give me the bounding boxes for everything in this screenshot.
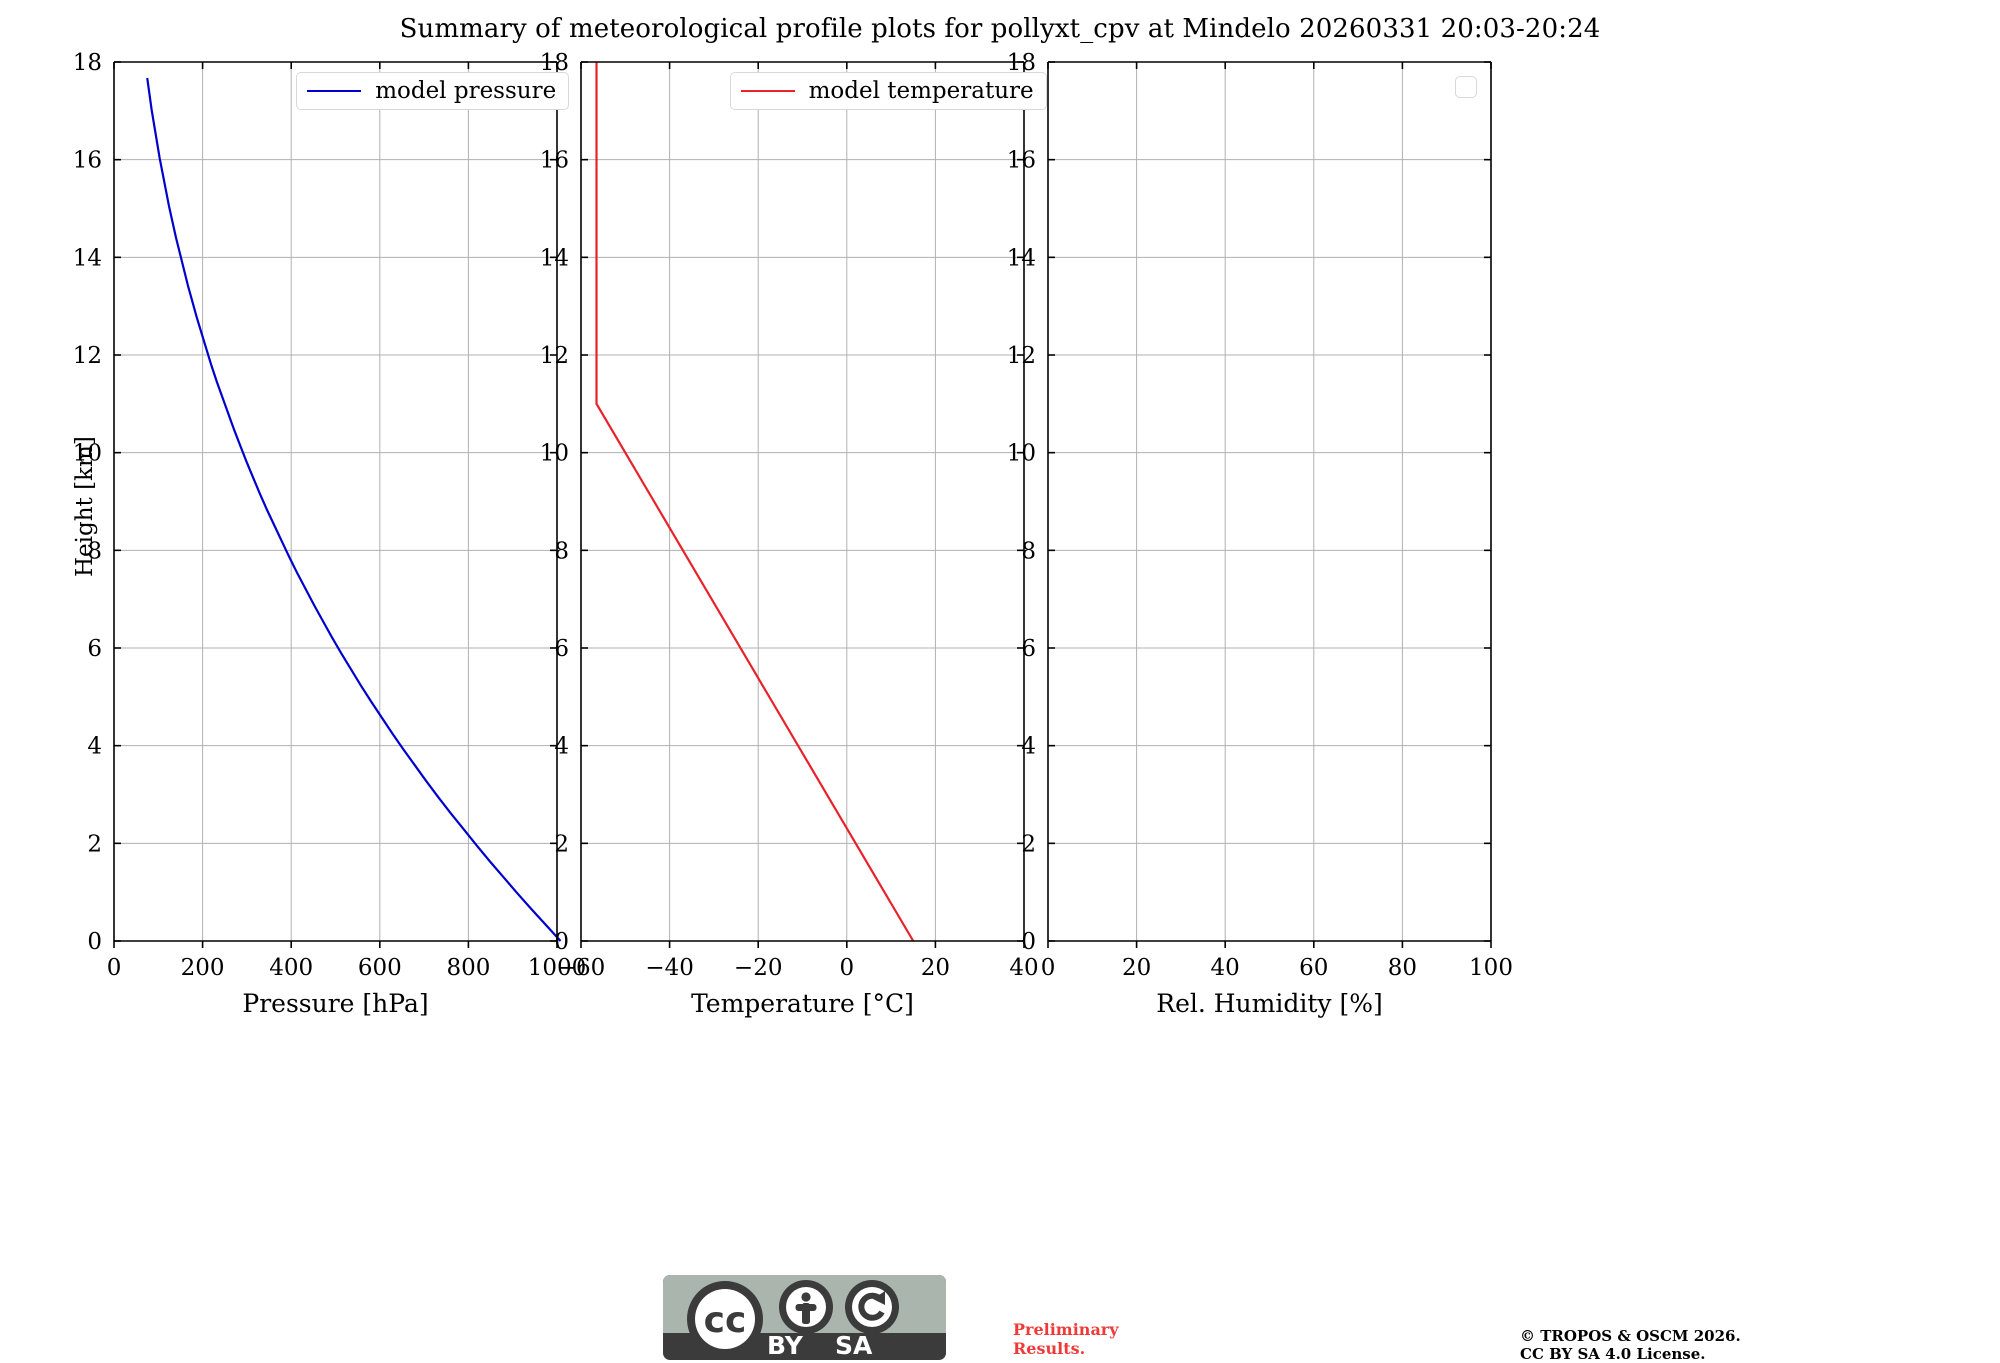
legend-label: model pressure [375,78,557,104]
y-tick-label: 18 [73,50,102,76]
y-tick-label: 16 [540,148,569,174]
cc-by-label: BY [767,1331,803,1360]
cc-badge-icons: cc [687,1280,899,1357]
y-tick-label: 12 [73,343,102,369]
y-tick-label: 8 [554,538,569,564]
y-tick-label: 2 [554,831,569,857]
x-tick-label: 40 [1211,955,1240,981]
y-tick-label: 2 [1021,831,1036,857]
x-tick-label: 600 [358,955,402,981]
y-tick-label: 0 [554,929,569,955]
y-tick-label: 4 [554,734,569,760]
y-tick-label: 6 [1021,636,1036,662]
x-tick-label: 400 [269,955,313,981]
y-tick-label: 12 [1007,343,1036,369]
x-tick-label: 20 [1122,955,1151,981]
x-tick-label: 200 [181,955,225,981]
x-tick-label: 800 [446,955,490,981]
y-tick-label: 16 [73,148,102,174]
legend-pressure[interactable]: model pressure [296,72,570,110]
cc-text-icon: cc [704,1300,747,1341]
x-tick-label: 0 [839,955,854,981]
preliminary-line-2: Results. [1013,1339,1086,1358]
y-tick-label: 0 [1021,929,1036,955]
cc-badge-labels: BY SA [663,1331,946,1360]
legend-label: model temperature [808,78,1034,104]
cc-license-badge: cc BY SA [663,1275,946,1360]
legend-line-swatch [740,90,795,92]
y-tick-label: 10 [73,441,102,467]
x-tick-label: 20 [921,955,950,981]
y-tick-label: 18 [1007,50,1036,76]
cc-sa-label: SA [835,1331,873,1360]
x-tick-label: −40 [645,955,694,981]
y-tick-label: 6 [554,636,569,662]
x-tick-label: −20 [734,955,783,981]
legend-empty-humidity[interactable] [1455,76,1477,98]
series-line-model-pressure [146,77,562,942]
x-axis-label-temperature: Temperature [°C] [691,989,914,1018]
series-line-model-temperature [595,62,915,942]
legend-line-swatch [307,90,362,92]
x-axis-label-humidity: Rel. Humidity [%] [1156,989,1383,1018]
preliminary-line-1: Preliminary [1013,1320,1119,1339]
x-axis-label-pressure: Pressure [hPa] [242,989,429,1018]
y-tick-label: 2 [87,831,102,857]
copyright-note: © TROPOS & OSCM 2026. CC BY SA 4.0 Licen… [1520,1327,1741,1363]
y-tick-label: 14 [1007,245,1036,271]
y-tick-label: 8 [87,538,102,564]
x-tick-label: 40 [1009,955,1038,981]
y-tick-label: 18 [540,50,569,76]
y-tick-label: 10 [1007,441,1036,467]
x-tick-label: 60 [1299,955,1328,981]
y-tick-label: 16 [1007,148,1036,174]
y-tick-label: 4 [87,734,102,760]
legend-temperature[interactable]: model temperature [729,72,1047,110]
x-tick-label: 80 [1388,955,1417,981]
y-tick-label: 14 [540,245,569,271]
panel-humidity: 0 20 40 60 80 100 0 2 4 6 8 10 12 14 16 18 Rel. Humidity… [1007,50,1611,1208]
x-tick-label: 100 [1469,955,1513,981]
panel-pressure: 0 200 400 600 800 1000 0 2 4 6 8 10 12 14 16 18 Pressure… [73,50,677,1208]
x-tick-label: −60 [557,955,606,981]
y-tick-label: 10 [540,441,569,467]
copyright-line-2: CC BY SA 4.0 License. [1520,1345,1706,1363]
copyright-line-1: © TROPOS & OSCM 2026. [1520,1327,1741,1345]
y-tick-label: 14 [73,245,102,271]
y-tick-label: 6 [87,636,102,662]
y-tick-label: 8 [1021,538,1036,564]
preliminary-results-note: Preliminary Results. [1013,1320,1119,1358]
x-tick-label: 0 [107,955,122,981]
plot-area-humidity: 0 20 40 60 80 100 0 2 4 6 8 10 12 14 16 18 [1007,50,1513,981]
y-tick-label: 4 [1021,734,1036,760]
y-tick-label: 12 [540,343,569,369]
x-tick-label: 1000 [528,955,587,981]
x-tick-label: 0 [1041,955,1056,981]
page-title: Summary of meteorological profile plots … [399,14,1601,44]
panel-temperature: −60 −40 −20 0 20 40 0 2 4 6 8 10 12 14 16 18 Temperature… [540,50,1144,1208]
y-tick-label: 0 [87,929,102,955]
